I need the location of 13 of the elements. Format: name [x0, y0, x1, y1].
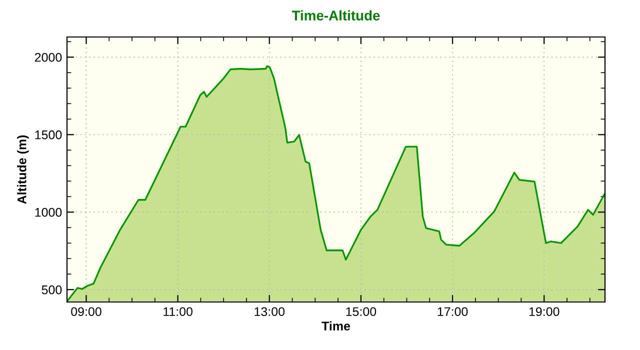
y-tick-label: 2000 — [34, 52, 62, 62]
x-tick-label: 09:00 — [71, 307, 102, 316]
y-axis-title: Altitude (m) — [17, 135, 29, 204]
y-tick-label: 1500 — [35, 130, 62, 140]
y-tick-label: 1000 — [35, 208, 62, 217]
x-tick-label: 11:00 — [164, 307, 192, 316]
x-tick-label: 17:00 — [438, 307, 468, 316]
x-tick-label: 19:00 — [529, 307, 560, 316]
x-tick-label: 15:00 — [346, 307, 376, 316]
x-tick-label: 13:00 — [254, 307, 285, 316]
x-axis-title: Time — [322, 321, 350, 330]
y-tick-label: 500 — [42, 285, 62, 294]
chart-title: Time-Altitude — [292, 10, 380, 20]
